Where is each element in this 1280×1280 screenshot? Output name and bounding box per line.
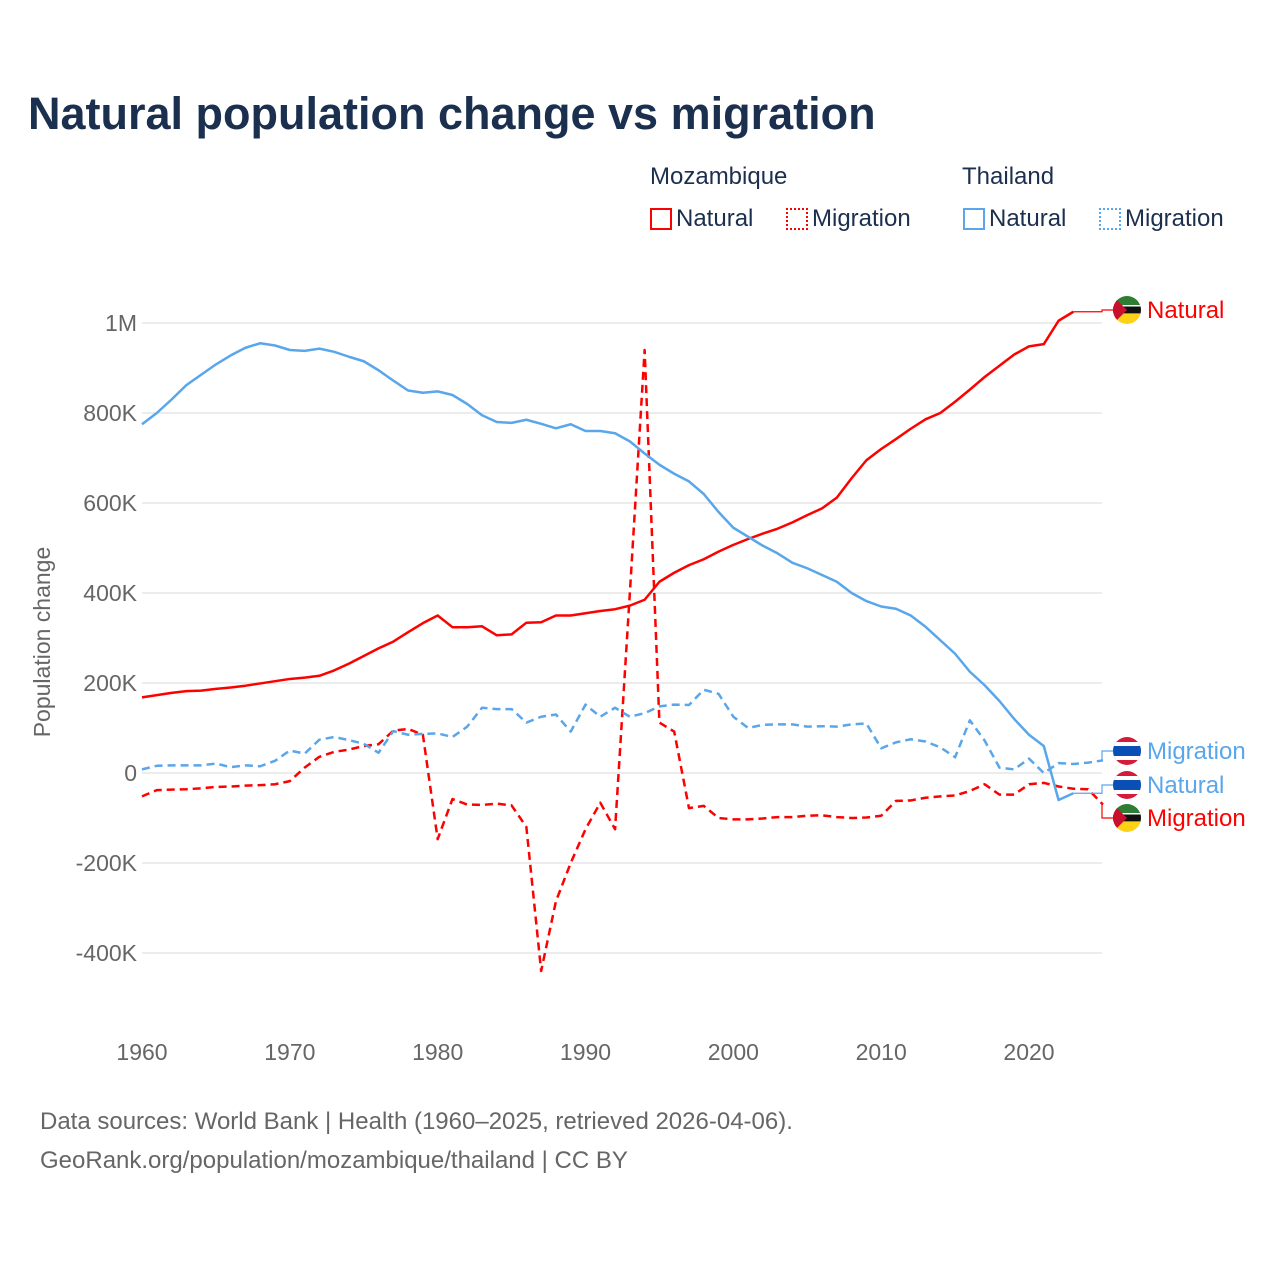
legend-swatch-dotted: [786, 208, 808, 230]
chart-title: Natural population change vs migration: [28, 88, 876, 139]
series-line-thailand-migration[interactable]: [141, 688, 1104, 775]
series-line-thailand-natural[interactable]: [141, 342, 1074, 802]
x-tick-label: 1960: [116, 1039, 167, 1065]
legend-group-mozambique: Mozambique: [650, 163, 788, 190]
y-tick-label: 0: [124, 760, 137, 786]
legend-label: Migration: [812, 205, 911, 232]
end-label: Natural: [1147, 772, 1224, 799]
y-axis-label: Population change: [29, 547, 55, 738]
x-tick-label: 2010: [856, 1039, 907, 1065]
y-tick-label: 400K: [83, 580, 137, 606]
y-tick-label: 600K: [83, 490, 137, 516]
thailand-flag-icon: [1113, 771, 1141, 799]
legend-group-thailand: Thailand: [962, 163, 1055, 190]
legend-swatch-dotted: [1099, 208, 1121, 230]
legend-label: Natural: [989, 205, 1067, 232]
end-label: Migration: [1147, 805, 1246, 832]
label-connector: [1101, 750, 1114, 762]
series-line-mozambique-migration[interactable]: [141, 348, 1104, 973]
legend-thailand-natural[interactable]: Natural: [963, 205, 1066, 233]
line-chart: -400K -200K 0 200K 400K 600K 800K 1M 1960 1970 19…: [29, 296, 1246, 1065]
legend-label: Natural: [676, 205, 754, 232]
thailand-flag-icon: [1113, 737, 1141, 765]
x-tick-label: 1970: [264, 1039, 315, 1065]
legend-swatch-solid: [650, 208, 672, 230]
legend-thailand-migration[interactable]: Migration: [1099, 205, 1224, 233]
mozambique-flag-icon: [1113, 296, 1141, 324]
x-tick-label: 2020: [1003, 1039, 1054, 1065]
legend-label: Migration: [1125, 205, 1224, 232]
legend-mozambique-migration[interactable]: Migration: [786, 205, 911, 233]
y-tick-label: -200K: [76, 850, 138, 876]
y-tick-label: 200K: [83, 670, 137, 696]
x-tick-label: 1980: [412, 1039, 463, 1065]
y-tick-label: -400K: [76, 940, 138, 966]
mozambique-flag-icon: [1113, 804, 1141, 832]
end-label: Natural: [1147, 297, 1224, 324]
label-connector: [1101, 803, 1114, 819]
label-connector: [1073, 309, 1114, 313]
end-label: Migration: [1147, 738, 1246, 765]
footer-sources: Data sources: World Bank | Health (1960–…: [40, 1108, 793, 1135]
legend-mozambique-natural[interactable]: Natural: [650, 205, 753, 233]
legend-swatch-solid: [963, 208, 985, 230]
footer-link[interactable]: GeoRank.org/population/mozambique/thaila…: [40, 1147, 628, 1174]
x-tick-label: 2000: [708, 1039, 759, 1065]
x-tick-label: 1990: [560, 1039, 611, 1065]
y-tick-label: 1M: [105, 310, 137, 336]
label-connector: [1073, 784, 1114, 794]
series-line-mozambique-natural[interactable]: [141, 310, 1074, 699]
y-tick-label: 800K: [83, 400, 137, 426]
